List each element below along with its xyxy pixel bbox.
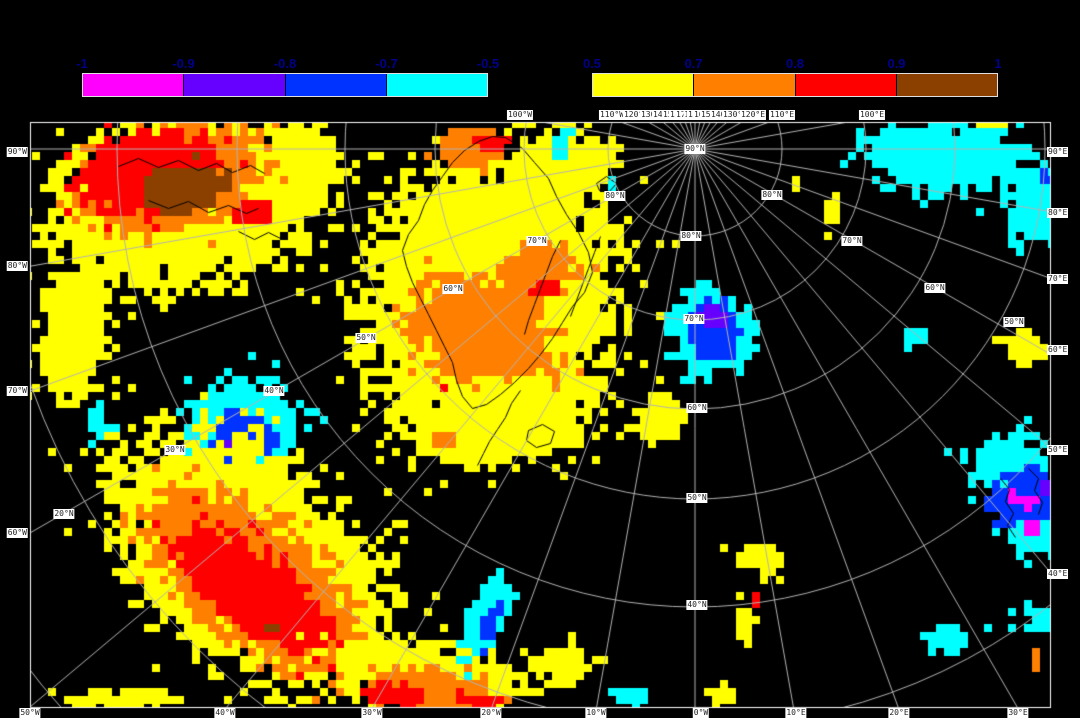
lon-label-bottom: 40°W [214, 708, 236, 718]
pos-tick-2: 0.8 [785, 56, 805, 71]
lat-label-interior: 80°N [680, 231, 702, 241]
lon-label-right: 50°E [1047, 445, 1069, 455]
lon-label-bottom: 10°W [585, 708, 607, 718]
lon-label-top: 130°E [721, 110, 749, 120]
neg-tick-2: -0.8 [273, 56, 297, 71]
lat-label-interior: 50°N [686, 493, 708, 503]
neg-tick-1: -0.9 [172, 56, 195, 71]
lon-label-top: 110°E [768, 110, 796, 120]
lon-label-bottom: 20°E [888, 708, 910, 718]
colorbar-negative: -1 -0.9 -0.8 -0.7 -0.5 [76, 56, 499, 98]
lon-label-right: 40°E [1047, 569, 1069, 579]
pos-segments [592, 73, 998, 97]
lat-label-interior: 90°N [684, 144, 706, 154]
pos-segment-brown [895, 74, 997, 96]
neg-segment-cyan [385, 74, 487, 96]
lon-label-top: 120°E [739, 110, 767, 120]
lon-label-left: 90°W [6, 147, 28, 157]
lon-label-bottom: 10°E [785, 708, 807, 718]
lat-label-interior: 60°N [686, 403, 708, 413]
pos-tick-1: 0.7 [684, 56, 703, 71]
lat-label-interior: 30°N [164, 445, 186, 455]
lon-label-top: 100°E [858, 110, 886, 120]
lon-label-bottom: 50°W [19, 708, 41, 718]
lon-label-bottom: 30°W [361, 708, 383, 718]
pos-segment-orange [693, 74, 795, 96]
lon-label-left: 80°W [6, 261, 28, 271]
lat-label-interior: 80°N [761, 190, 783, 200]
colorbar-positive: 0.5 0.7 0.8 0.9 1 [583, 56, 1002, 98]
pos-tick-0: 0.5 [582, 56, 602, 71]
pos-tick-3: 0.9 [887, 56, 906, 71]
lon-label-right: 60°E [1047, 345, 1069, 355]
lon-label-right: 90°E [1047, 147, 1069, 157]
lat-label-interior: 70°N [841, 236, 863, 246]
neg-tick-0: -1 [76, 56, 88, 71]
lat-label-interior: 60°N [924, 283, 946, 293]
neg-tick-4: -0.5 [476, 56, 500, 71]
lat-label-interior: 70°N [683, 314, 705, 324]
lon-label-left: 60°W [6, 528, 28, 538]
lon-label-right: 70°E [1047, 274, 1069, 284]
lat-label-interior: 70°N [526, 236, 548, 246]
lon-label-top: 120°W [622, 110, 650, 120]
neg-segment-blue [284, 74, 386, 96]
neg-segment-magenta [83, 74, 184, 96]
lon-label-top: 100°W [506, 110, 534, 120]
lon-label-left: 70°W [6, 386, 28, 396]
neg-segments [82, 73, 488, 97]
neg-segment-purple [183, 74, 285, 96]
lat-label-interior: 50°N [1003, 317, 1025, 327]
neg-tick-3: -0.7 [375, 56, 398, 71]
lat-label-interior: 40°N [686, 600, 708, 610]
pos-tick-4: 1 [994, 56, 1002, 71]
lon-label-bottom: 30°E [1007, 708, 1029, 718]
lat-label-interior: 50°N [355, 333, 377, 343]
lat-label-interior: 60°N [442, 284, 464, 294]
lat-label-interior: 40°N [263, 386, 285, 396]
lon-label-right: 80°E [1047, 208, 1069, 218]
lat-label-interior: 20°N [53, 509, 75, 519]
lon-label-top: 110°W [598, 110, 626, 120]
pos-segment-yellow [593, 74, 694, 96]
lon-label-bottom: 20°W [480, 708, 502, 718]
lon-label-bottom: 0°W [692, 708, 710, 718]
pos-segment-red [794, 74, 896, 96]
lat-label-interior: 80°N [604, 191, 626, 201]
